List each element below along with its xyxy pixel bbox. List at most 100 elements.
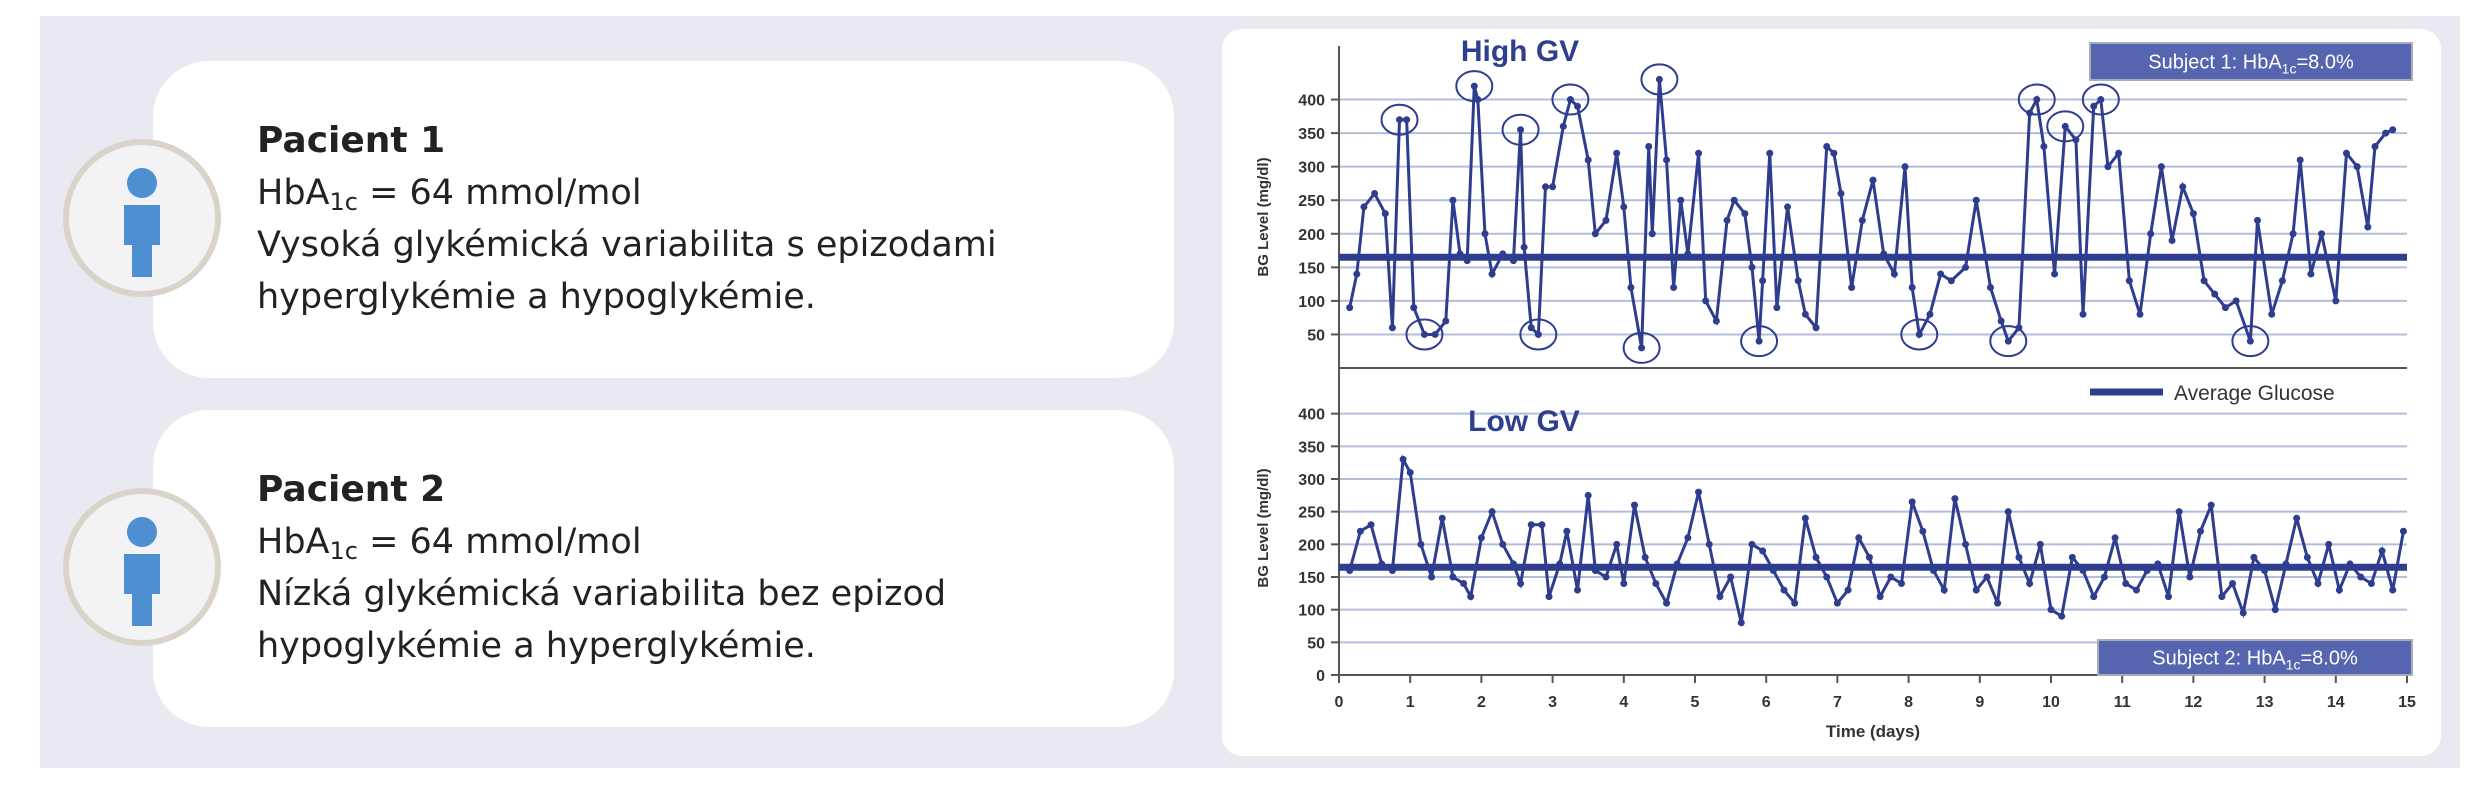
y-tick-label: 200 <box>1298 537 1325 554</box>
glucose-point <box>1858 216 1866 224</box>
extreme-circle <box>2081 83 2120 116</box>
extreme-circle <box>2046 110 2085 143</box>
glucose-point <box>1645 143 1653 151</box>
glucose-point <box>1837 190 1845 198</box>
description: hyperglykémie a hypoglykémie. <box>257 277 816 317</box>
glucose-point <box>2097 96 2105 104</box>
glucose-point <box>2125 277 2133 285</box>
legend-label: Average Glucose <box>2174 382 2335 405</box>
glucose-point <box>2136 310 2144 318</box>
glucose-point <box>1801 310 1809 318</box>
glucose-point <box>2367 580 2375 588</box>
glucose-point <box>1613 540 1621 548</box>
glucose-point <box>1759 547 1767 555</box>
y-axis-label: BG Level (mg/dl) <box>1255 468 1272 587</box>
glucose-point <box>1417 540 1425 548</box>
y-tick-label: 350 <box>1298 126 1325 143</box>
y-tick-label: 0 <box>1316 668 1325 685</box>
glucose-point <box>2399 527 2407 535</box>
glucose-point <box>1986 283 1994 291</box>
subject-label: Subject 2: HbA1c=8.0% <box>2152 648 2358 673</box>
glucose-point <box>1972 586 1980 594</box>
subject-label-part: Subject 1: HbA <box>2148 52 2282 74</box>
glucose-point <box>2335 586 2343 594</box>
glucose-point <box>1951 495 1959 503</box>
x-axis-label: Time (days) <box>1826 722 1920 741</box>
y-tick-label: 400 <box>1298 93 1325 110</box>
glucose-point <box>1741 210 1749 218</box>
x-tick-label: 7 <box>1833 694 1842 711</box>
glucose-point <box>1727 573 1735 581</box>
card-text: Pacient 2 HbA1c = 64 mmol/mol Nízká glyk… <box>257 464 946 672</box>
hba1c: HbA1c = 64 mmol/mol <box>257 516 946 568</box>
glucose-point <box>1534 330 1542 338</box>
x-tick-label: 2 <box>1477 694 1486 711</box>
y-tick-label: 250 <box>1298 193 1325 210</box>
glucose-point <box>2364 223 2372 231</box>
glucose-point <box>2250 553 2258 561</box>
glucose-point <box>1499 250 1507 258</box>
hba1c-text: HbA <box>257 173 330 213</box>
glucose-point <box>2261 566 2269 574</box>
glucose-point <box>1865 553 1873 561</box>
x-tick-label: 6 <box>1762 694 1771 711</box>
hba1c-value: = 64 mmol/mol <box>357 173 642 213</box>
glucose-point <box>2325 540 2333 548</box>
glucose-point <box>2307 270 2315 278</box>
glucose-point <box>2090 593 2098 601</box>
glucose-point <box>1517 126 1525 134</box>
glucose-point <box>2278 277 2286 285</box>
glucose-point <box>2122 580 2130 588</box>
y-tick-label: 300 <box>1298 472 1325 489</box>
glucose-point <box>2179 183 2187 191</box>
x-tick-label: 0 <box>1335 694 1344 711</box>
extreme-circle <box>1455 70 1494 103</box>
glucose-point <box>1737 619 1745 627</box>
card-title: Pacient 2 <box>257 469 446 510</box>
glucose-point <box>1748 540 1756 548</box>
glucose-point <box>1371 190 1379 198</box>
glucose-point <box>2296 156 2304 164</box>
glucose-point <box>1641 553 1649 561</box>
glucose-point <box>2303 553 2311 561</box>
hba1c: HbA1c = 64 mmol/mol <box>257 167 997 219</box>
glucose-point <box>1673 560 1681 568</box>
glucose-point <box>1559 122 1567 130</box>
glucose-point <box>2389 586 2397 594</box>
glucose-point <box>2357 573 2365 581</box>
extreme-circle <box>1900 318 1939 351</box>
glucose-point <box>2282 560 2290 568</box>
glucose-point <box>1890 270 1898 278</box>
subject-badge <box>2089 42 2413 81</box>
patient-card: Pacient 1 HbA1c = 64 mmol/mol Vysoká gly… <box>63 61 1174 378</box>
glucose-point <box>1833 599 1841 607</box>
extreme-circle <box>1640 63 1679 96</box>
x-tick-label: 15 <box>2398 694 2416 711</box>
subject-label-part: =8.0% <box>2296 52 2353 74</box>
glucose-point <box>1388 324 1396 332</box>
glucose-point <box>1705 540 1713 548</box>
glucose-point <box>1773 304 1781 312</box>
glucose-point <box>1449 573 1457 581</box>
glucose-point <box>2036 540 2044 548</box>
glucose-point <box>1367 521 1375 529</box>
y-tick-label: 250 <box>1298 505 1325 522</box>
glucose-point <box>1431 330 1439 338</box>
glucose-point <box>1823 573 1831 581</box>
glucose-point <box>1549 183 1557 191</box>
glucose-point <box>2157 163 2165 171</box>
glucose-point <box>2186 573 2194 581</box>
chart-title: Low GV <box>1468 405 1580 438</box>
glucose-point <box>1887 573 1895 581</box>
glucose-point <box>1983 573 1991 581</box>
glucose-point <box>1556 560 1564 568</box>
chart-title: High GV <box>1461 35 1579 68</box>
glucose-point <box>2068 553 2076 561</box>
glucose-point <box>1791 599 1799 607</box>
glucose-point <box>1947 277 1955 285</box>
glucose-point <box>1684 250 1692 258</box>
glucose-point <box>1499 540 1507 548</box>
glucose-point <box>2253 216 2261 224</box>
extreme-circle <box>2231 325 2270 358</box>
